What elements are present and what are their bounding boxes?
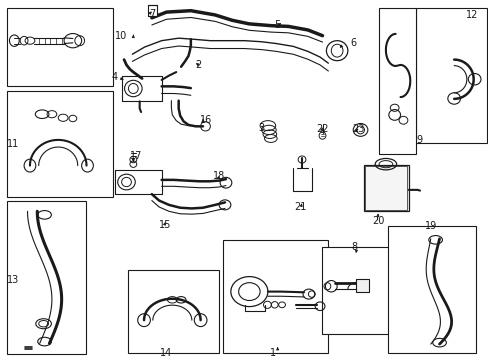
- Bar: [363, 165, 408, 211]
- Bar: [365, 166, 407, 210]
- Bar: [321, 247, 389, 334]
- Text: 4: 4: [112, 72, 118, 82]
- Text: 17: 17: [130, 151, 142, 161]
- Text: 20: 20: [371, 216, 384, 226]
- Bar: [6, 91, 113, 197]
- Text: 19: 19: [424, 221, 436, 231]
- Text: 22: 22: [316, 124, 328, 134]
- Bar: [148, 5, 157, 16]
- Text: 11: 11: [6, 139, 19, 149]
- Text: 8: 8: [351, 242, 357, 252]
- Bar: [6, 8, 113, 86]
- Text: 7: 7: [149, 9, 155, 19]
- Text: 15: 15: [159, 220, 171, 230]
- Text: 13: 13: [6, 275, 19, 285]
- Text: 2: 2: [194, 60, 201, 70]
- Text: 12: 12: [466, 10, 478, 20]
- Text: 14: 14: [160, 348, 172, 358]
- Bar: [222, 240, 328, 354]
- Text: 21: 21: [294, 202, 306, 212]
- Bar: [415, 8, 487, 144]
- Text: 5: 5: [273, 19, 280, 30]
- Bar: [6, 201, 86, 354]
- Bar: [128, 270, 219, 354]
- Bar: [355, 279, 368, 292]
- Text: 3: 3: [258, 123, 264, 134]
- Text: 10: 10: [115, 31, 127, 41]
- Text: 23: 23: [351, 124, 364, 134]
- Bar: [378, 8, 415, 154]
- Text: 6: 6: [350, 38, 356, 48]
- Text: 1: 1: [269, 348, 275, 358]
- Text: 16: 16: [199, 115, 211, 125]
- Text: 18: 18: [212, 171, 224, 181]
- Bar: [387, 226, 475, 354]
- Text: 9: 9: [415, 135, 422, 145]
